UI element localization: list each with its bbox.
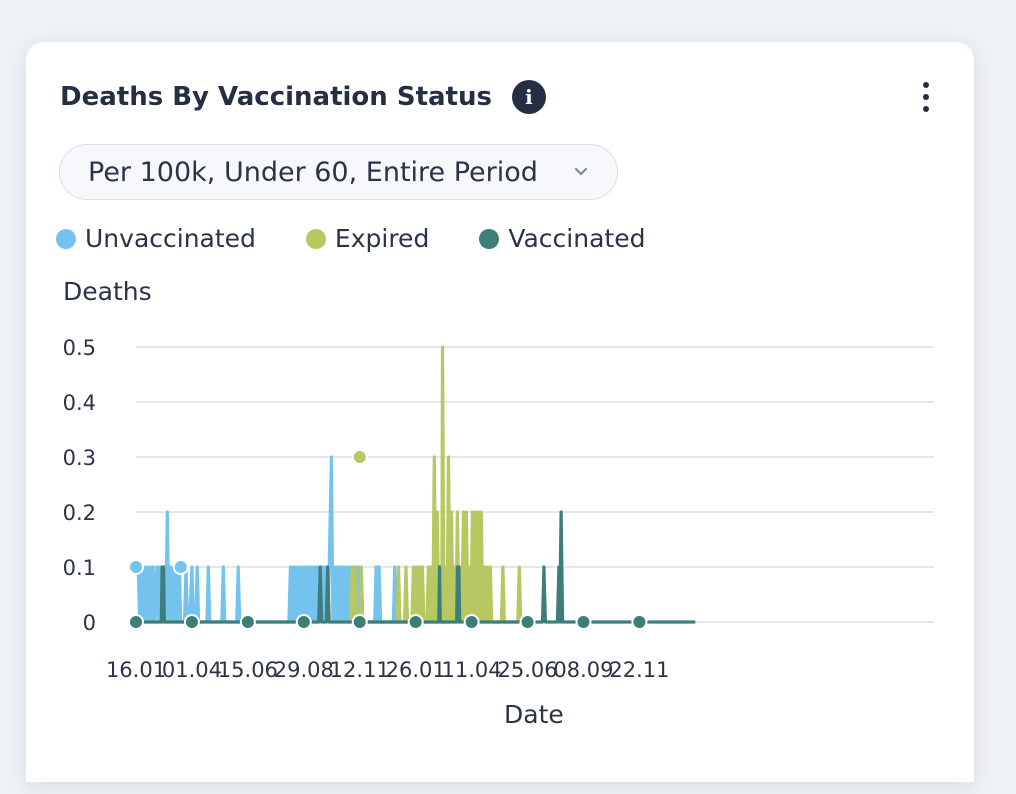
highlight-point-unvaccinated [128, 559, 144, 575]
y-tick-label: 0.1 [63, 556, 96, 580]
chevron-down-icon [575, 168, 587, 175]
legend-dot-unvaccinated [56, 228, 76, 249]
y-tick-label: 0 [83, 611, 96, 635]
series-line-vaccinated [136, 510, 696, 624]
filter-dropdown[interactable]: Per 100k, Under 60, Entire Period [59, 144, 618, 200]
x-tick-label: 08.09 [553, 658, 613, 682]
card-title: Deaths By Vaccination Status [60, 82, 492, 112]
more-vertical-icon[interactable] [918, 82, 934, 112]
x-tick-label: 15.06 [218, 658, 278, 682]
card-header: Deaths By Vaccination Status i [60, 80, 546, 114]
vaccinated-point [183, 614, 200, 630]
menu-dot [923, 82, 929, 88]
legend-label-unvaccinated: Unvaccinated [85, 224, 256, 253]
chart-legend: Unvaccinated Expired Vaccinated [56, 224, 695, 253]
vaccinated-point [295, 614, 312, 630]
legend-label-vaccinated: Vaccinated [508, 224, 646, 253]
vaccinated-point [128, 614, 144, 630]
legend-item-expired[interactable]: Expired [305, 224, 430, 253]
y-axis-label: Deaths [63, 277, 152, 306]
legend-dot-expired [305, 228, 326, 249]
x-tick-label: 12.11 [330, 658, 390, 682]
highlight-point-expired [351, 449, 368, 465]
vaccinated-point [239, 614, 256, 630]
legend-dot-vaccinated [479, 228, 500, 249]
vaccinated-point [631, 614, 648, 630]
y-tick-label: 0.4 [63, 391, 96, 415]
vaccinated-point [351, 614, 368, 630]
x-tick-label: 25.06 [497, 658, 557, 682]
info-icon[interactable]: i [511, 80, 546, 114]
vaccinated-point [407, 614, 424, 630]
legend-label-expired: Expired [334, 224, 430, 253]
legend-item-unvaccinated[interactable]: Unvaccinated [56, 224, 256, 253]
menu-dot [923, 106, 929, 112]
menu-dot [923, 94, 929, 100]
x-tick-label: 11.04 [442, 658, 502, 682]
x-tick-label: 29.08 [274, 658, 334, 682]
x-tick-label: 01.04 [162, 658, 222, 682]
x-tick-label: 22.11 [609, 658, 669, 682]
vaccinated-point [463, 614, 480, 630]
vaccinated-point [575, 614, 592, 630]
x-tick-label: 26.01 [386, 658, 446, 682]
vaccinated-point [519, 614, 536, 630]
y-tick-label: 0.2 [63, 501, 96, 525]
x-axis-label: Date [504, 700, 564, 729]
deaths-by-vaccination-card: Deaths By Vaccination Status i Per 100k,… [26, 42, 974, 782]
series-line-expired [349, 345, 523, 624]
y-tick-label: 0.5 [63, 336, 96, 360]
highlight-point-unvaccinated [172, 559, 189, 575]
deaths-line-chart: 0 0.1 0.2 0.3 0.4 0.5 16.0101.0415.0629.0812.1… [63, 336, 934, 682]
legend-item-vaccinated[interactable]: Vaccinated [479, 224, 645, 253]
filter-dropdown-value: Per 100k, Under 60, Entire Period [88, 156, 538, 188]
x-tick-label: 16.01 [106, 658, 166, 682]
y-tick-label: 0.3 [63, 446, 96, 470]
